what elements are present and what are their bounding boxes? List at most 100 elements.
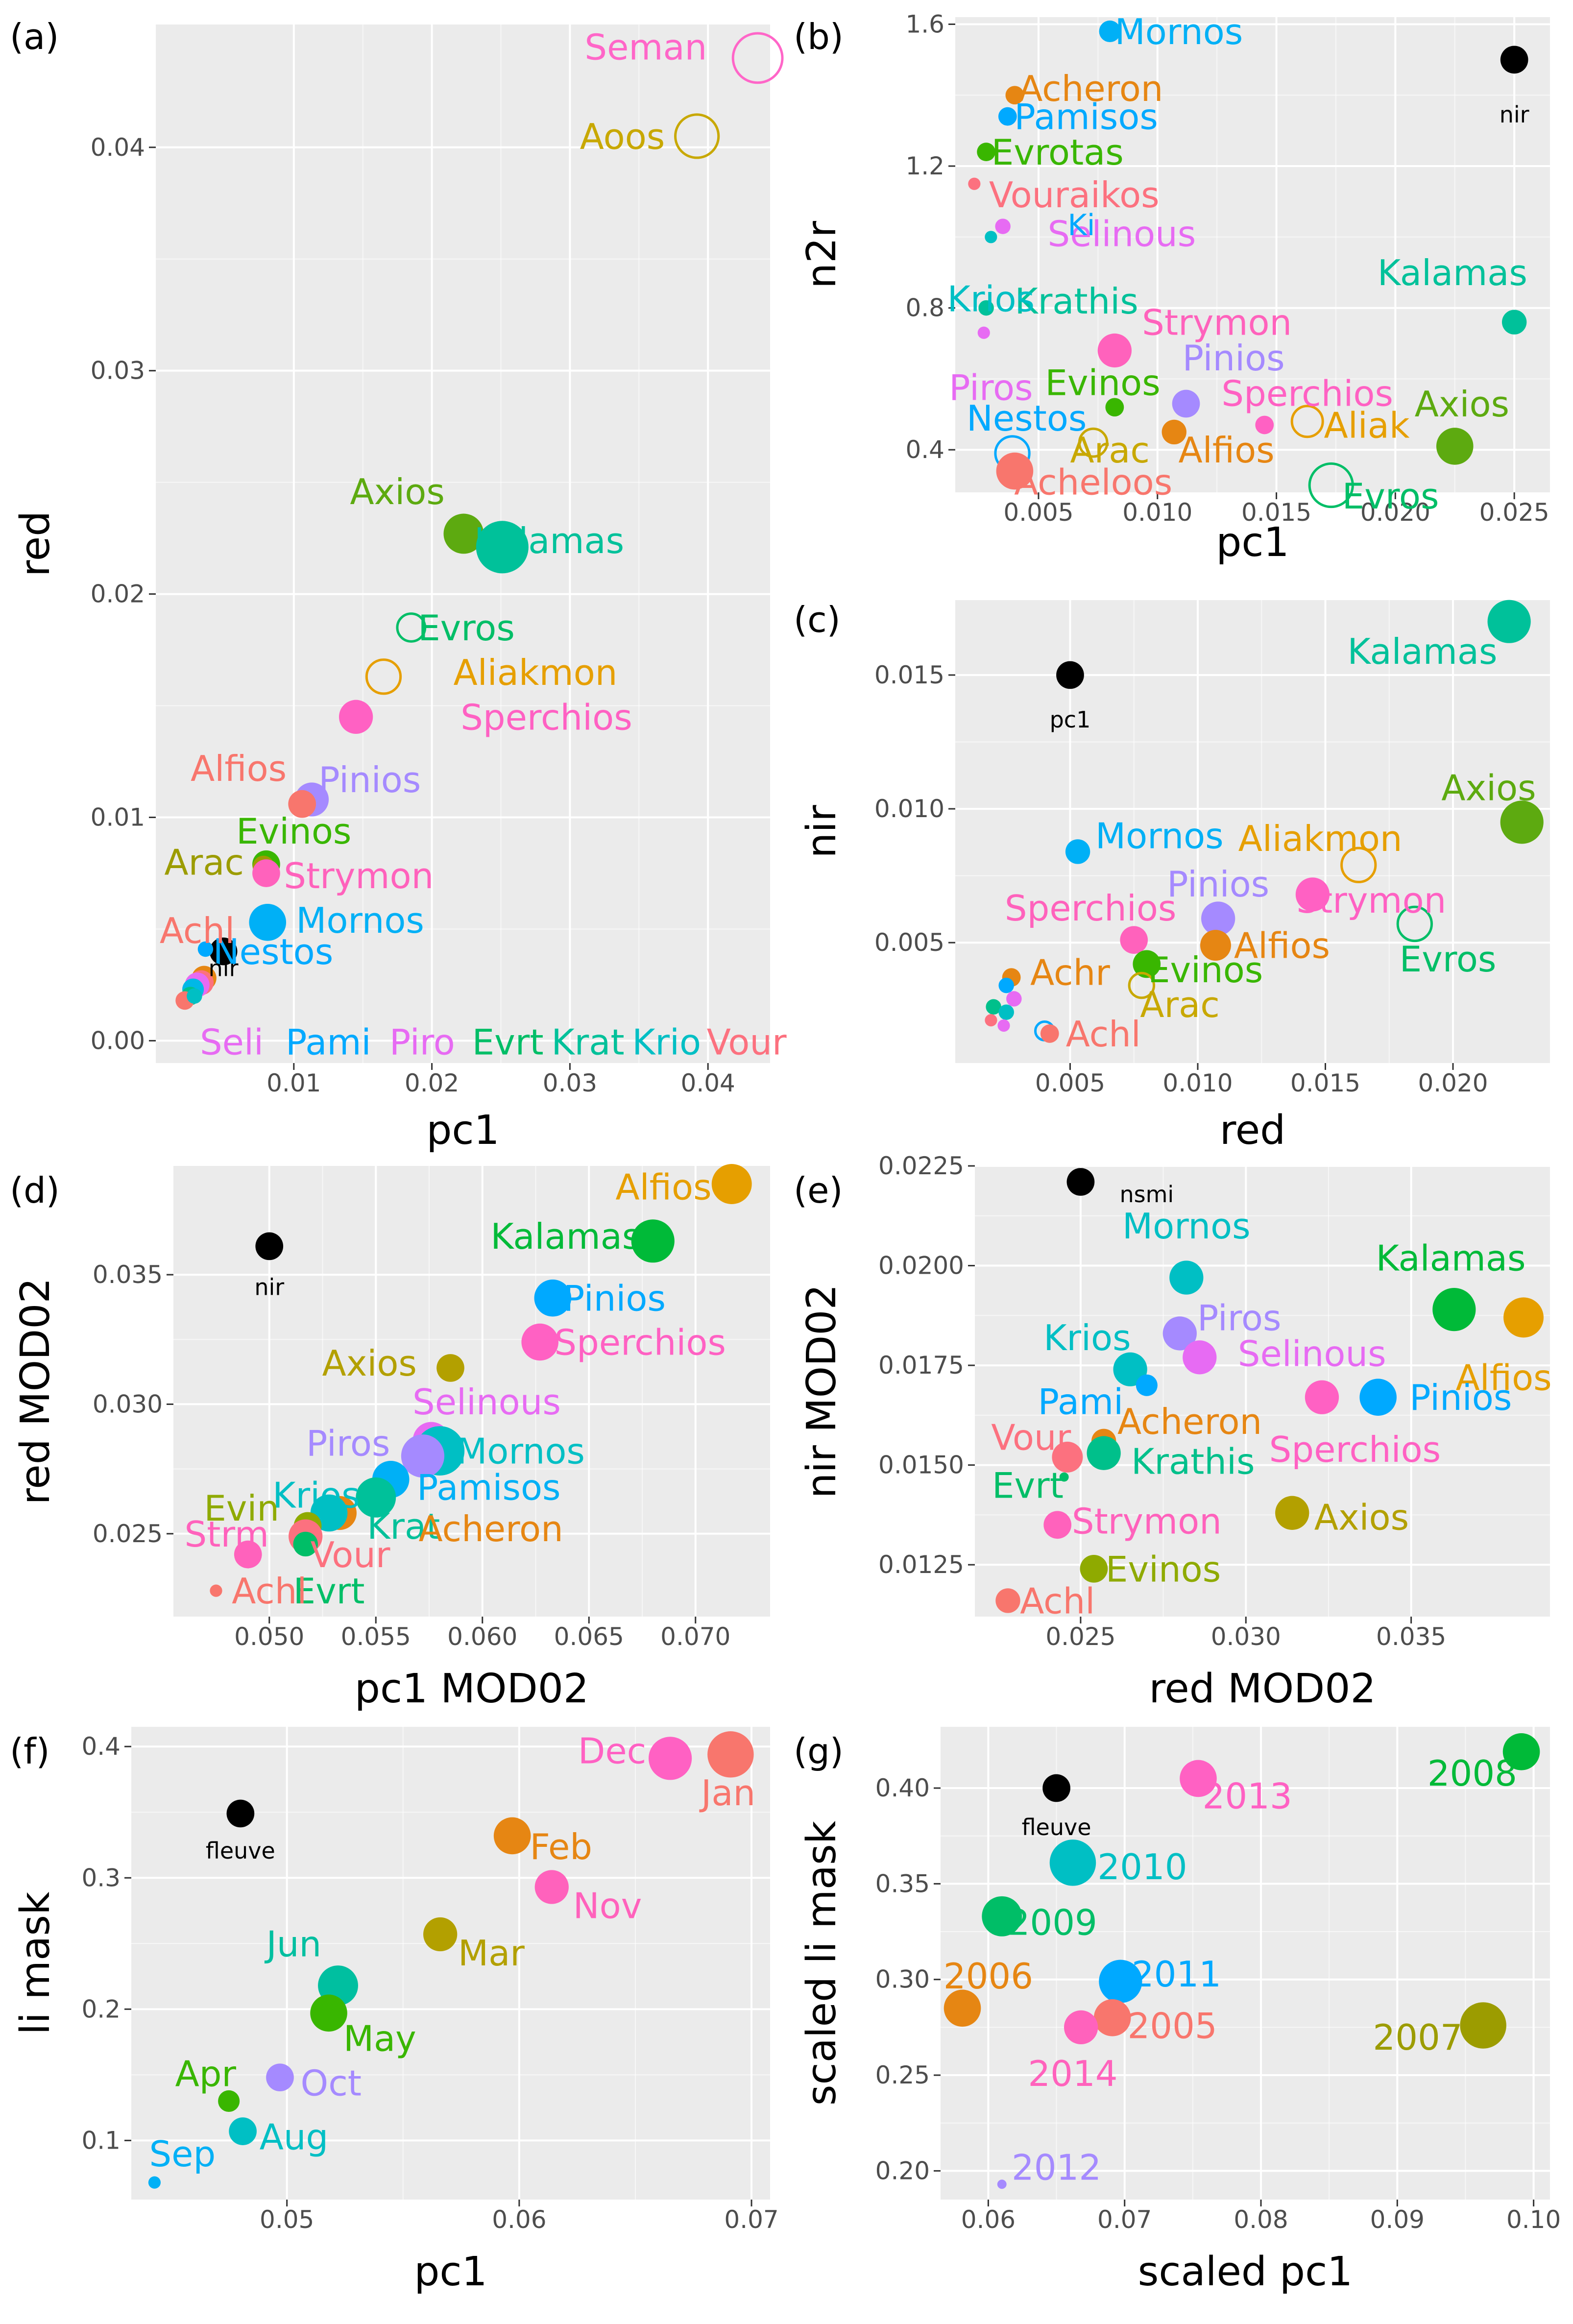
data-point bbox=[1500, 46, 1528, 74]
data-point bbox=[968, 177, 981, 190]
data-label: Alfios bbox=[191, 748, 287, 789]
y-tick-label: 0.0200 bbox=[878, 1252, 964, 1280]
data-label: Mornos bbox=[457, 1431, 585, 1472]
annotation-label: Ki bbox=[1067, 208, 1095, 242]
y-tick-label: 0.03 bbox=[91, 357, 145, 385]
panel-tag: (a) bbox=[10, 16, 59, 57]
data-label: Arac bbox=[164, 842, 244, 883]
data-point bbox=[1042, 1774, 1070, 1802]
x-tick-label: 0.02 bbox=[405, 1069, 459, 1097]
data-label: Vour bbox=[991, 1417, 1071, 1458]
x-tick-label: 0.04 bbox=[681, 1069, 735, 1097]
data-point bbox=[226, 1799, 255, 1828]
annotation-label: Pami bbox=[286, 1022, 371, 1063]
data-label: Oct bbox=[301, 2062, 362, 2104]
data-point bbox=[1105, 398, 1124, 417]
y-tick-label: 0.01 bbox=[91, 803, 145, 831]
y-tick-label: 0.005 bbox=[874, 928, 944, 957]
annotation-label: pc1 bbox=[1050, 706, 1091, 733]
x-tick-label: 0.010 bbox=[1122, 498, 1192, 527]
data-label: Piros bbox=[1197, 1297, 1281, 1338]
y-axis-label: n2r bbox=[799, 221, 845, 289]
x-tick-label: 0.08 bbox=[1234, 2205, 1288, 2234]
data-point bbox=[986, 999, 1001, 1015]
data-label: Evros bbox=[418, 607, 515, 649]
data-label: Sperchios bbox=[1221, 373, 1393, 414]
x-tick-label: 0.065 bbox=[554, 1622, 624, 1651]
data-point bbox=[1308, 462, 1354, 508]
data-point bbox=[1305, 1380, 1339, 1414]
data-point bbox=[229, 2117, 257, 2145]
data-label: Alfios bbox=[615, 1166, 711, 1208]
annotation-label: Krios bbox=[947, 278, 1035, 319]
data-point bbox=[998, 977, 1014, 993]
data-label: Evros bbox=[1342, 476, 1439, 517]
panel-background bbox=[955, 600, 1550, 1063]
data-point bbox=[1396, 905, 1433, 943]
data-label: Achl bbox=[1020, 1580, 1095, 1622]
y-tick-label: 0.00 bbox=[91, 1026, 145, 1055]
panel-background bbox=[955, 17, 1550, 492]
data-label: May bbox=[343, 2018, 416, 2059]
y-tick-label: 0.4 bbox=[905, 436, 944, 464]
data-point bbox=[255, 1232, 284, 1260]
data-label: 2009 bbox=[1008, 1902, 1097, 1943]
annotation-label: Achl bbox=[160, 910, 235, 951]
data-label: Achr bbox=[1030, 952, 1110, 993]
data-point bbox=[266, 2063, 294, 2092]
annotation-label: Krio bbox=[632, 1022, 701, 1063]
data-point bbox=[674, 113, 720, 159]
x-tick-label: 0.03 bbox=[543, 1069, 597, 1097]
data-point bbox=[1500, 800, 1544, 844]
data-point bbox=[1059, 1472, 1069, 1482]
y-tick-label: 0.30 bbox=[875, 1965, 930, 1994]
data-label: 2013 bbox=[1203, 1776, 1292, 1817]
data-label: Alfios bbox=[1455, 1357, 1551, 1399]
panel-background bbox=[975, 1166, 1550, 1617]
data-point bbox=[534, 1870, 569, 1904]
data-label: Pinios bbox=[1167, 864, 1269, 905]
data-point bbox=[1201, 901, 1235, 936]
panel-0: 0.01 0.02 0.03 0.04 0.00 0.01 0.02 0.03 0.04 pc1 r… bbox=[10, 16, 787, 1154]
data-point bbox=[293, 1531, 318, 1557]
data-point bbox=[1078, 427, 1109, 458]
data-point bbox=[998, 107, 1017, 126]
y-tick-label: 0.20 bbox=[875, 2156, 930, 2185]
y-tick-label: 0.25 bbox=[875, 2061, 930, 2089]
panel-tag: (b) bbox=[794, 16, 844, 57]
data-point bbox=[1087, 1436, 1121, 1470]
x-tick-label: 0.020 bbox=[1360, 498, 1430, 527]
data-label: Vouraikos bbox=[989, 174, 1160, 216]
data-point bbox=[977, 143, 996, 161]
data-point bbox=[985, 231, 997, 243]
annotation-label: Seli bbox=[200, 1022, 264, 1063]
data-point bbox=[1436, 428, 1474, 465]
data-label: Kalamas bbox=[1378, 252, 1527, 293]
data-label: 2006 bbox=[944, 1956, 1033, 1997]
annotation-label: Piros bbox=[949, 367, 1033, 408]
data-point bbox=[731, 32, 784, 84]
data-label: 2007 bbox=[1373, 2017, 1462, 2058]
data-point bbox=[1006, 991, 1022, 1007]
data-label: Mornos bbox=[296, 900, 424, 941]
x-tick-label: 0.070 bbox=[660, 1622, 730, 1651]
data-point bbox=[1432, 1287, 1476, 1331]
data-label: Pamisos bbox=[1014, 97, 1158, 138]
x-tick-label: 0.015 bbox=[1290, 1069, 1360, 1097]
data-point bbox=[1460, 2002, 1506, 2049]
data-point bbox=[1275, 1496, 1309, 1530]
data-point bbox=[1005, 86, 1024, 105]
data-label: Nestos bbox=[213, 931, 333, 972]
annotation-label: fleuve bbox=[1022, 1814, 1091, 1840]
x-tick-label: 0.010 bbox=[1162, 1069, 1233, 1097]
data-label: Aliakmon bbox=[1238, 818, 1403, 859]
data-point bbox=[218, 2090, 240, 2112]
x-tick-label: 0.09 bbox=[1370, 2205, 1425, 2234]
panel-6: 0.06 0.07 0.08 0.09 0.10 0.20 0.25 0.30 0.35 0.40… bbox=[794, 1727, 1561, 2295]
data-label: 2014 bbox=[1028, 2053, 1117, 2094]
data-label: Evinos bbox=[1148, 949, 1263, 991]
data-label: Arac bbox=[1070, 430, 1150, 471]
y-tick-label: 0.015 bbox=[874, 661, 944, 689]
data-label: Evrt bbox=[992, 1465, 1064, 1506]
